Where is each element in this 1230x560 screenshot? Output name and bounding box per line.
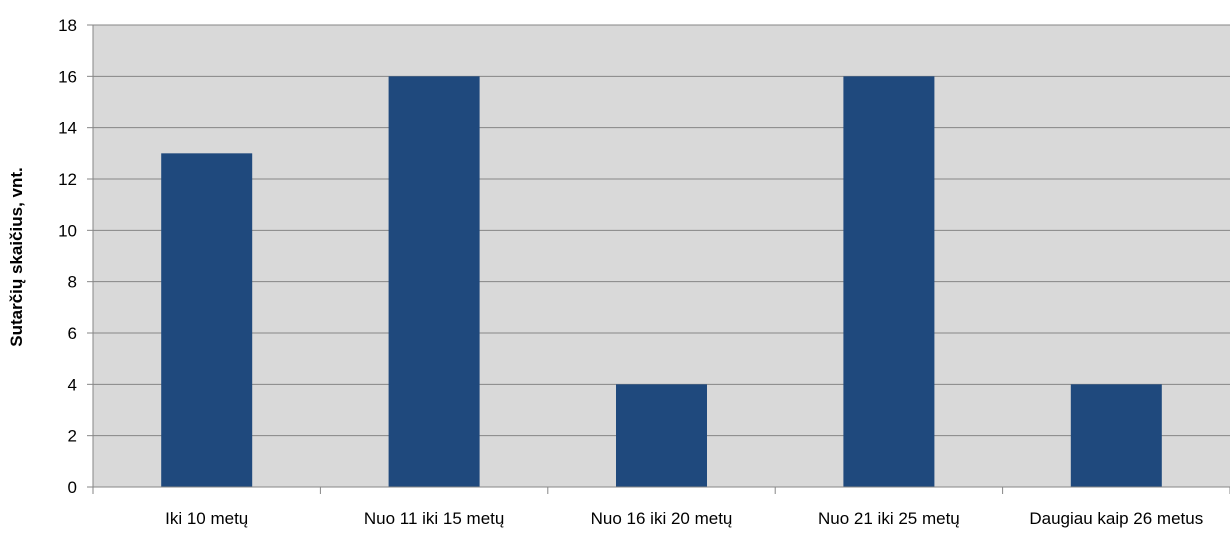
bars [161,76,1162,488]
y-tick-label: 14 [58,119,77,138]
y-tick-label: 16 [58,67,77,86]
category-labels: Iki 10 metų Nuo 11 iki 15 metų Nuo 16 iki … [165,509,1203,528]
y-tick-label: 10 [58,221,77,240]
bar-4 [843,76,935,487]
category-label-5: Daugiau kaip 26 metus [1029,509,1203,528]
bar-1 [161,153,253,488]
bar-2 [388,76,480,487]
y-tick-label: 2 [68,427,77,446]
y-tick-label: 6 [68,324,77,343]
category-label-3: Nuo 16 iki 20 metų [591,509,733,528]
bar-3 [616,384,707,487]
bar-5 [1070,384,1162,487]
y-tick-label: 12 [58,170,77,189]
y-tick-label: 18 [58,16,77,35]
y-tick-label: 0 [68,478,77,497]
y-tick-label: 8 [68,273,77,292]
y-tick-labels: 0 2 4 6 8 10 12 14 16 18 [58,16,77,497]
category-label-2: Nuo 11 iki 15 metų [364,509,504,528]
y-tick-label: 4 [68,375,77,394]
category-label-1: Iki 10 metų [165,509,248,528]
category-label-4: Nuo 21 iki 25 metų [818,509,960,528]
y-axis-title: Sutarčių skaičius, vnt. [7,167,26,347]
axes [87,24,1230,494]
